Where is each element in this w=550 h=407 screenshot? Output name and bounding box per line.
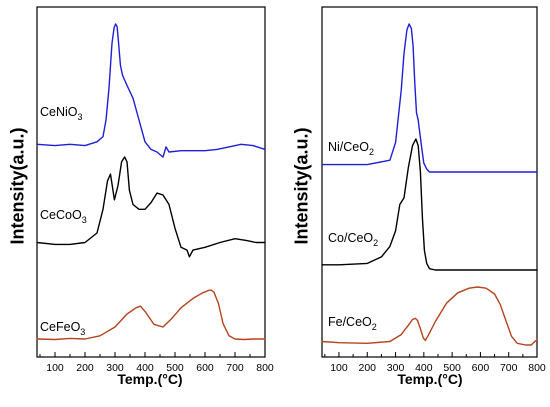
series-line-cenio3 xyxy=(36,23,266,158)
x-tick-label: 200 xyxy=(358,362,376,374)
y-axis-title: Intensity(a.u.) xyxy=(291,127,311,244)
x-tick-label: 500 xyxy=(166,362,184,374)
x-tick-label: 400 xyxy=(415,362,433,374)
series-label: Fe/CeO2 xyxy=(328,315,377,332)
series-label: CeNiO3 xyxy=(40,105,83,122)
chart-panel-1: 100 200 300 400 500 600 700 800 Temp.(°C) Intensi… xyxy=(7,6,274,387)
x-tick-label: 600 xyxy=(472,362,490,374)
x-tick-label: 700 xyxy=(226,362,244,374)
x-tick-label: 300 xyxy=(106,362,124,374)
x-tick-label: 600 xyxy=(196,362,214,374)
plot-frame xyxy=(36,6,266,358)
series-line-ni-ceo2 xyxy=(321,23,538,173)
x-tick-label: 700 xyxy=(500,362,518,374)
x-axis-title: Temp.(°C) xyxy=(397,371,462,387)
x-tick-label: 200 xyxy=(76,362,94,374)
x-tick-label: 100 xyxy=(330,362,348,374)
x-tick-label: 800 xyxy=(256,362,274,374)
series-label: CeFeO3 xyxy=(40,320,85,337)
x-tick-label: 500 xyxy=(443,362,461,374)
chart-panel-2: 100 200 300 400 500 600 700 800 Temp.(°C) Intensi… xyxy=(291,6,546,387)
x-tick-label: 100 xyxy=(46,362,64,374)
series-label: Ni/CeO2 xyxy=(328,140,374,157)
y-axis-title: Intensity(a.u.) xyxy=(7,127,27,244)
x-tick-label: 800 xyxy=(528,362,546,374)
series-line-cecoo3 xyxy=(36,156,266,258)
series-line-fe-ceo2 xyxy=(321,286,538,346)
series-line-cefeo3 xyxy=(36,289,266,341)
x-tick-label: 300 xyxy=(387,362,405,374)
series-label: Co/CeO2 xyxy=(328,231,378,248)
x-tick-label: 400 xyxy=(136,362,154,374)
x-axis-title: Temp.(°C) xyxy=(117,371,182,387)
plot-frame xyxy=(321,6,538,358)
series-label: CeCoO3 xyxy=(40,208,87,225)
series-line-co-ceo2 xyxy=(321,138,538,271)
